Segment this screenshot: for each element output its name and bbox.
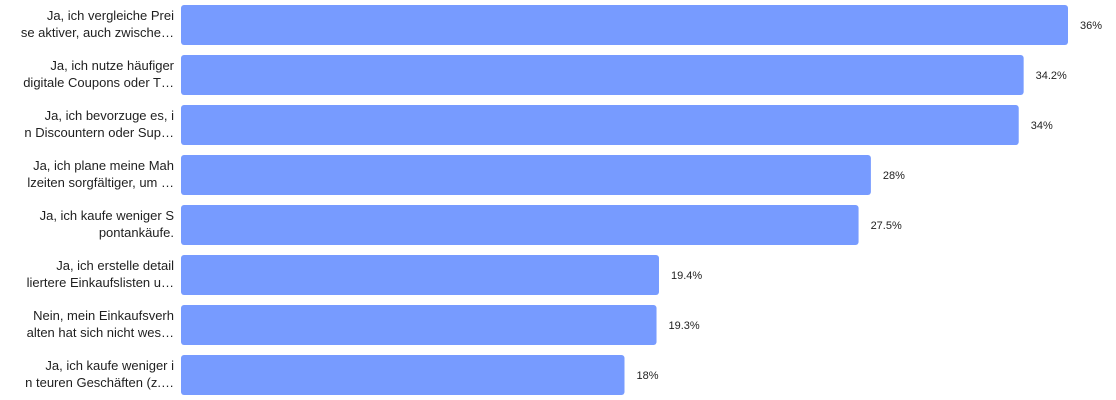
bar-value-label: 34.2% [1036,70,1067,82]
bar [181,55,1024,95]
bar [181,255,659,295]
bar-value-label: 34% [1031,120,1053,132]
bar-value-label: 36% [1080,20,1102,32]
category-label: Ja, ich vergleiche Prei se aktiver, auch … [21,8,174,40]
bar [181,5,1068,45]
category-label: Nein, mein Einkaufsverh alten hat sich ni… [27,308,174,340]
bar [181,105,1019,145]
bar-value-label: 27.5% [871,220,902,232]
category-label: Ja, ich plane meine Mah lzeiten sorgfälti… [27,158,174,190]
bar [181,155,871,195]
bar-value-label: 19.3% [669,320,700,332]
bar [181,305,657,345]
bar [181,355,625,395]
category-label: Ja, ich erstelle detail liertere Einkaufs… [27,258,175,290]
bar [181,205,859,245]
bar-value-label: 18% [637,370,659,382]
bar-value-label: 19.4% [671,270,702,282]
bar-value-label: 28% [883,170,905,182]
category-label: Ja, ich nutze häufiger digitale Coupons o… [23,58,174,90]
